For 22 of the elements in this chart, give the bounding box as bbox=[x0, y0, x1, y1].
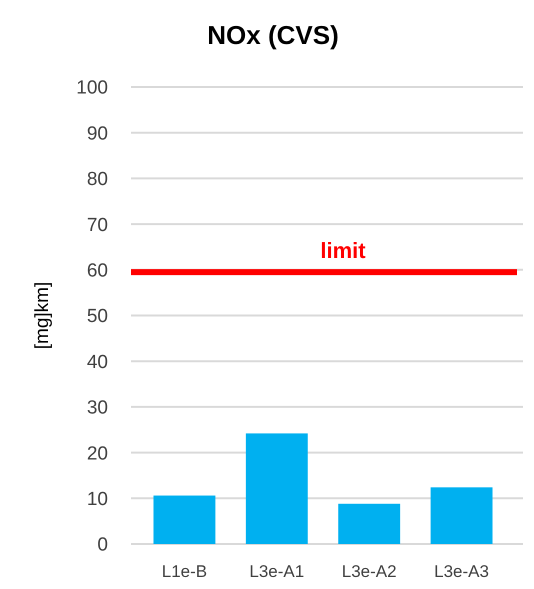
x-tick-label: L3e-A2 bbox=[342, 562, 397, 581]
y-tick-label: 10 bbox=[86, 488, 108, 510]
y-tick-label: 80 bbox=[86, 169, 108, 190]
y-tick-label: 0 bbox=[97, 534, 108, 556]
chart-title: NOx (CVS) bbox=[207, 20, 339, 50]
y-tick-label: 50 bbox=[86, 306, 108, 328]
bar bbox=[338, 504, 400, 544]
x-tick-label: L3e-A3 bbox=[434, 562, 489, 581]
ref-line-label: limit bbox=[320, 238, 366, 264]
bar bbox=[153, 496, 216, 544]
y-tick-label: 60 bbox=[86, 260, 108, 282]
y-tick-label: 100 bbox=[76, 78, 108, 99]
bar bbox=[246, 433, 308, 544]
x-tick-label: L3e-A1 bbox=[249, 562, 304, 581]
y-tick-label: 30 bbox=[86, 398, 108, 419]
bar bbox=[430, 487, 493, 544]
y-tick-label: 40 bbox=[86, 352, 108, 373]
x-tick-label: L1e-B bbox=[162, 562, 208, 581]
y-tick-label: 70 bbox=[86, 214, 108, 236]
y-axis-title: [mg]km] bbox=[32, 282, 53, 350]
y-tick-label: 20 bbox=[86, 443, 108, 464]
y-tick-label: 90 bbox=[86, 123, 108, 144]
